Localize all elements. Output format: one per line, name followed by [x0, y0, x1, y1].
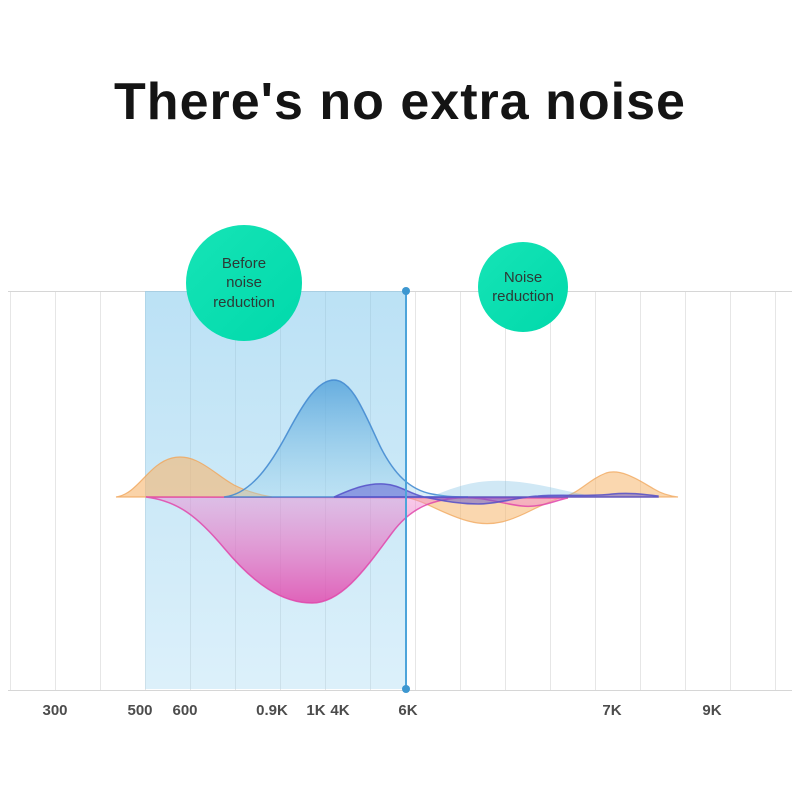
slider-dot-top [402, 287, 410, 295]
x-tick: 4K [330, 702, 350, 719]
x-tick: 9K [702, 702, 722, 719]
x-tick: 600 [172, 702, 198, 719]
frequency-slider-line [405, 291, 407, 689]
wave-purple-residual [333, 483, 659, 505]
x-tick: 7K [602, 702, 622, 719]
x-tick: 0.9K [256, 702, 288, 719]
x-tick: 6K [398, 702, 418, 719]
wave-blue-upper [223, 379, 469, 498]
waveform-chart [115, 379, 679, 604]
wave-pink-lower [145, 496, 569, 604]
wave-teal-right [430, 480, 652, 498]
x-axis: 300 500 600 0.9K 1K 4K 6K 7K 9K [0, 702, 800, 726]
slider-dot-bottom [402, 685, 410, 693]
x-tick: 500 [127, 702, 153, 719]
badge-before-noise-reduction: Before noise reduction [186, 225, 302, 341]
badge-after-label: Noise reduction [492, 268, 554, 306]
x-tick: 300 [42, 702, 68, 719]
badge-noise-reduction: Noise reduction [478, 242, 568, 332]
badge-before-label: Before noise reduction [213, 254, 275, 311]
x-tick: 1K [306, 702, 326, 719]
page-title: There's no extra noise [114, 73, 686, 131]
